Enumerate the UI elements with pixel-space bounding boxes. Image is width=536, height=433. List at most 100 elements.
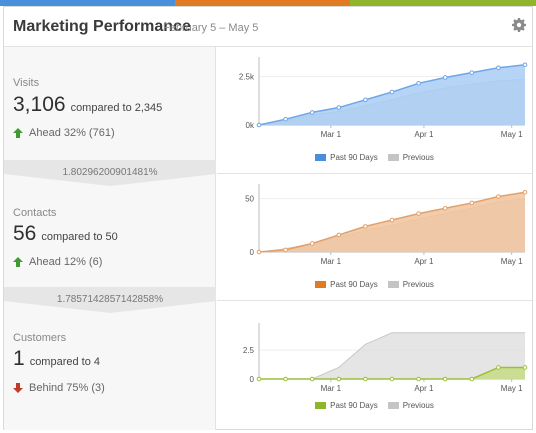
gear-icon[interactable] xyxy=(512,18,526,32)
x-tick-label: May 1 xyxy=(501,130,523,139)
chart-plot: 0k 2.5k Mar 1 Apr 1 May 1 xyxy=(239,57,528,139)
data-point xyxy=(256,122,262,128)
current-series-area xyxy=(259,64,525,125)
x-tick-label: Mar 1 xyxy=(321,130,342,139)
data-point xyxy=(283,376,288,382)
funnel-shape xyxy=(4,287,216,313)
customers-chart[interactable]: 0 2.5 Mar 1 Apr 1 May 1 Past 90 Days Previou… xyxy=(217,301,532,430)
data-point xyxy=(389,376,395,382)
customers-chart-legend: Past 90 Days Previous xyxy=(217,401,532,410)
contacts-value: 56 xyxy=(13,222,37,245)
legend-current-label: Past 90 Days xyxy=(330,280,378,289)
customers-value: 1 xyxy=(13,347,25,370)
visits-metric: Visits 3,106 compared to 2,345 Ahead 32% … xyxy=(4,47,216,160)
data-point xyxy=(363,224,368,229)
data-point xyxy=(416,376,421,382)
legend-swatch xyxy=(387,154,399,161)
data-point xyxy=(416,211,421,216)
conversion-funnel-2: 1.7857142857142858% xyxy=(4,287,216,313)
y-tick-label: 2.5k xyxy=(239,73,255,82)
data-point xyxy=(336,376,342,382)
funnel-shape xyxy=(4,160,216,186)
chart-divider xyxy=(217,300,532,301)
x-tick-label: May 1 xyxy=(501,257,523,266)
customers-trend: Behind 75% (3) xyxy=(13,382,105,394)
data-point xyxy=(336,232,342,238)
legend-swatch xyxy=(387,281,399,288)
contacts-to-customers-rate: 1.7857142857142858% xyxy=(56,294,164,305)
visits-label: Visits xyxy=(13,77,40,89)
chart-plot: 0 50 Mar 1 Apr 1 May 1 xyxy=(245,184,528,266)
x-tick-label: Mar 1 xyxy=(321,257,342,266)
customers-value-row: 1 compared to 4 xyxy=(13,347,100,371)
customers-compare: compared to 4 xyxy=(29,356,101,368)
visits-trend-text: Ahead 32% (761) xyxy=(29,127,115,139)
data-point xyxy=(389,89,395,95)
contacts-chart[interactable]: 0 50 Mar 1 Apr 1 May 1 Past 90 Days Previous xyxy=(217,174,532,300)
data-point xyxy=(522,62,528,68)
page-title: Marketing Performance xyxy=(13,18,191,35)
y-tick-label: 0k xyxy=(246,121,255,130)
customers-trend-text: Behind 75% (3) xyxy=(29,382,105,394)
visits-trend: Ahead 32% (761) xyxy=(13,127,115,139)
legend-swatch xyxy=(387,402,399,409)
metrics-column: Visits 3,106 compared to 2,345 Ahead 32% … xyxy=(4,47,216,430)
legend-previous[interactable]: Previous xyxy=(387,280,434,289)
contacts-trend-text: Ahead 12% (6) xyxy=(29,256,103,268)
legend-previous-label: Previous xyxy=(402,401,434,410)
data-point xyxy=(309,241,315,246)
data-point xyxy=(416,81,421,86)
top-bar-orange xyxy=(175,0,350,6)
legend-current-label: Past 90 Days xyxy=(330,153,378,162)
customers-metric: Customers 1 compared to 4 Behind 75% (3) xyxy=(4,313,216,430)
contacts-value-row: 56 compared to 50 xyxy=(13,222,118,246)
legend-current[interactable]: Past 90 Days xyxy=(315,280,378,289)
visits-compare: compared to 2,345 xyxy=(70,102,163,114)
top-bar-green xyxy=(350,0,536,6)
legend-previous[interactable]: Previous xyxy=(387,153,434,162)
data-point xyxy=(309,110,315,115)
legend-swatch xyxy=(315,281,327,288)
legend-current[interactable]: Past 90 Days xyxy=(315,153,378,162)
x-tick-label: Apr 1 xyxy=(414,130,434,139)
x-tick-label: Apr 1 xyxy=(414,257,434,266)
contacts-trend: Ahead 12% (6) xyxy=(13,256,102,268)
legend-previous[interactable]: Previous xyxy=(387,401,434,410)
data-point xyxy=(256,376,262,382)
data-point xyxy=(469,70,475,75)
data-point xyxy=(469,376,475,382)
chart-plot: 0 2.5 Mar 1 Apr 1 May 1 xyxy=(243,323,528,393)
y-tick-label: 50 xyxy=(245,195,254,204)
data-point xyxy=(256,249,262,255)
previous-series-area xyxy=(259,332,525,379)
y-tick-label: 2.5 xyxy=(243,346,255,355)
x-tick-label: Mar 1 xyxy=(321,384,342,393)
data-point xyxy=(336,105,342,110)
legend-current[interactable]: Past 90 Days xyxy=(315,401,378,410)
data-point xyxy=(363,97,368,103)
up-arrow-icon xyxy=(13,128,23,138)
visits-chart[interactable]: 0k 2.5k Mar 1 Apr 1 May 1 Past 90 Days Previ… xyxy=(217,47,532,173)
legend-previous-label: Previous xyxy=(402,280,434,289)
panel-header: Marketing Performance February 5 – May 5 xyxy=(4,7,532,47)
data-point xyxy=(389,217,395,223)
legend-current-label: Past 90 Days xyxy=(330,401,378,410)
down-arrow-icon xyxy=(13,383,23,393)
data-point xyxy=(496,194,501,199)
legend-swatch xyxy=(315,154,327,161)
contacts-metric: Contacts 56 compared to 50 Ahead 12% (6) xyxy=(4,186,216,286)
conversion-funnel-1: 1.80296200901481% xyxy=(4,160,216,186)
legend-previous-label: Previous xyxy=(402,153,434,162)
data-point xyxy=(442,205,448,211)
visits-chart-legend: Past 90 Days Previous xyxy=(217,153,532,162)
visits-to-contacts-rate: 1.80296200901481% xyxy=(62,167,158,178)
chart-divider xyxy=(217,173,532,174)
visits-value-row: 3,106 compared to 2,345 xyxy=(13,93,162,117)
top-bar-blue xyxy=(0,0,175,6)
data-point xyxy=(496,365,501,370)
top-color-bar xyxy=(0,0,536,6)
contacts-label: Contacts xyxy=(13,207,57,219)
visits-value: 3,106 xyxy=(13,93,66,116)
date-range[interactable]: February 5 – May 5 xyxy=(163,22,259,34)
data-point xyxy=(496,65,501,71)
